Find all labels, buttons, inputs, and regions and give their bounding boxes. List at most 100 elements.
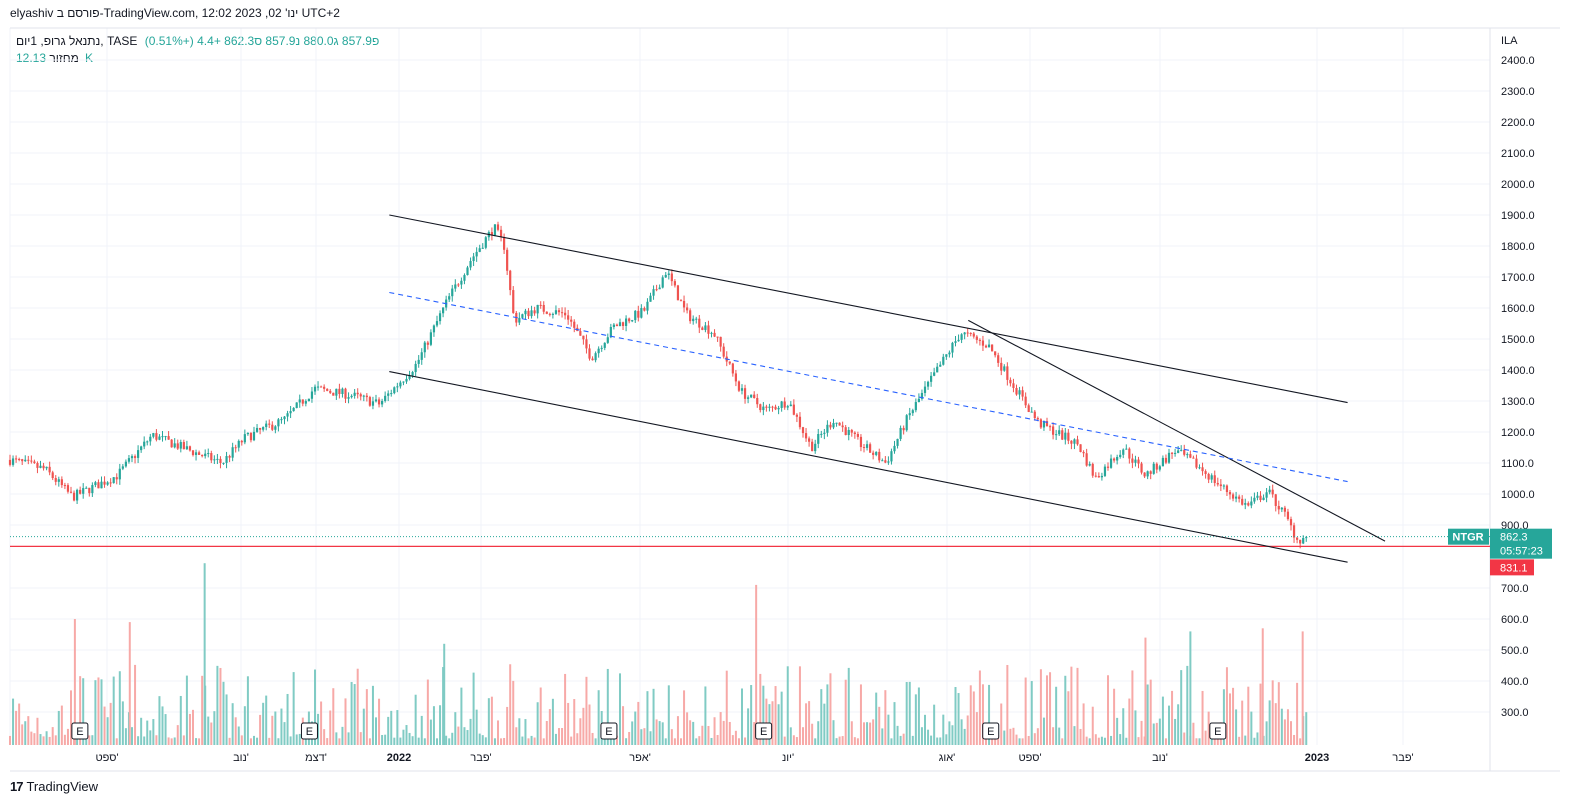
volume-bar xyxy=(1192,722,1195,745)
candle-body xyxy=(225,456,228,463)
volume-bar xyxy=(512,680,515,745)
candle-body xyxy=(384,395,387,401)
candle-body xyxy=(213,459,216,461)
candle-body xyxy=(381,400,384,405)
candle-body xyxy=(265,423,268,428)
candle-body xyxy=(435,321,439,326)
candle-body xyxy=(545,311,548,314)
close-value: ס862.3 xyxy=(224,34,263,48)
candle-body xyxy=(829,424,832,428)
volume-bar xyxy=(981,684,984,745)
candle-body xyxy=(917,398,920,403)
volume-bar xyxy=(1097,737,1100,745)
volume-bar xyxy=(100,679,103,745)
volume-bar xyxy=(664,738,667,745)
candle-body xyxy=(185,446,188,450)
last-price-badge xyxy=(1490,528,1552,559)
volume-bar xyxy=(978,670,981,745)
candle-body xyxy=(237,440,240,448)
volume-bar xyxy=(881,728,884,745)
volume-bar xyxy=(893,702,896,745)
volume-bar xyxy=(70,690,72,745)
volume-bar xyxy=(1195,738,1198,745)
volume-bar xyxy=(997,735,1000,745)
candle-body xyxy=(103,481,106,485)
candle-body xyxy=(377,399,381,405)
candle-body xyxy=(884,460,887,463)
candle-body xyxy=(975,336,978,340)
volume-bar xyxy=(646,691,649,745)
candle-body xyxy=(862,447,866,449)
candle-body xyxy=(466,267,469,276)
volume-bar xyxy=(1201,690,1204,745)
candle-body xyxy=(673,281,676,286)
candle-body xyxy=(856,433,859,437)
candle-body xyxy=(847,429,850,436)
volume-bar xyxy=(475,709,478,745)
volume-bar xyxy=(76,737,79,745)
tradingview-logo[interactable]: 17 TradingView xyxy=(10,779,98,794)
candle-body xyxy=(890,451,893,462)
candle-body xyxy=(277,419,280,427)
volume-bar xyxy=(640,729,643,745)
volume-bar xyxy=(777,704,780,745)
volume-bar xyxy=(1283,719,1286,745)
volume-bar xyxy=(963,728,966,745)
volume-bar xyxy=(54,735,57,745)
volume-bar xyxy=(121,701,124,745)
volume-bar xyxy=(948,721,951,745)
volume-bar xyxy=(841,736,844,745)
volume-bar xyxy=(582,707,585,745)
candle-body xyxy=(228,456,231,458)
volume-bar xyxy=(988,684,991,745)
volume-bar xyxy=(1125,737,1128,745)
volume-tick-label: 400.0 xyxy=(1501,676,1529,688)
volume-bar xyxy=(820,689,823,745)
candle-body xyxy=(1131,458,1134,463)
candle-body xyxy=(841,425,844,428)
candle-body xyxy=(1106,466,1110,468)
candle-body xyxy=(865,444,869,448)
candle-body xyxy=(634,310,637,321)
candle-body xyxy=(615,324,619,327)
volume-bar xyxy=(634,711,637,745)
volume-bar xyxy=(606,668,609,745)
candle-body xyxy=(664,274,667,278)
trendline-2 xyxy=(389,371,1348,563)
grid xyxy=(9,27,1560,772)
volume-bar xyxy=(875,692,878,745)
candle-body xyxy=(652,289,655,296)
volume-bar xyxy=(1256,732,1259,745)
candle-body xyxy=(1283,507,1286,512)
volume-bar xyxy=(908,681,911,745)
candle-body xyxy=(1109,458,1113,468)
volume-bar xyxy=(725,670,728,745)
price-tick-label: 1800.0 xyxy=(1501,241,1535,253)
candle-body xyxy=(716,336,719,338)
volume-bar xyxy=(487,698,490,745)
volume-bar xyxy=(564,673,567,745)
candle-body xyxy=(987,344,991,348)
volume-bar xyxy=(216,665,219,745)
volume-bar xyxy=(747,708,750,745)
candle-body xyxy=(832,423,835,428)
volume-bar xyxy=(445,735,448,745)
candle-body xyxy=(1058,430,1061,435)
candle-body xyxy=(1006,366,1009,380)
candle-body xyxy=(1042,421,1046,428)
volume-bar xyxy=(497,720,499,745)
candle-body xyxy=(240,440,243,443)
candle-body xyxy=(1073,439,1076,444)
candle-body xyxy=(1116,457,1119,461)
candle-body xyxy=(908,413,911,416)
trendlines[interactable] xyxy=(10,214,1490,563)
volume-bar xyxy=(118,671,121,745)
volume-bar xyxy=(920,727,923,745)
candle-body xyxy=(469,261,472,268)
candle-body xyxy=(737,381,741,391)
candle-body xyxy=(347,397,350,399)
candle-body xyxy=(167,436,170,440)
volume-bar xyxy=(789,727,792,745)
